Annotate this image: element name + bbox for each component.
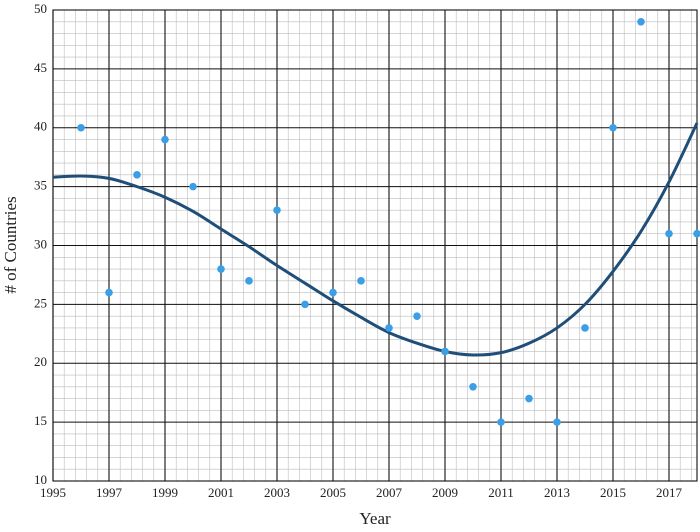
point	[637, 17, 645, 26]
x-tick-label: 2001	[208, 485, 234, 500]
major-grid	[52, 9, 698, 482]
point	[497, 418, 505, 426]
y-axis-title: # of Countries	[1, 196, 20, 293]
x-tick-label: 1995	[40, 485, 66, 500]
point	[385, 324, 393, 332]
point	[273, 206, 281, 214]
plot-frame	[52, 9, 698, 482]
point	[553, 418, 561, 426]
point	[217, 265, 225, 273]
point	[609, 123, 617, 132]
point	[357, 277, 365, 285]
x-tick-label: 2011	[488, 485, 514, 500]
x-axis-title: Year	[359, 509, 391, 528]
y-tick-label: 15	[34, 413, 47, 428]
point	[245, 277, 253, 285]
point	[441, 347, 449, 356]
point	[665, 229, 673, 238]
x-tick-label: 2015	[600, 485, 626, 500]
x-tick-label: 2009	[432, 485, 458, 500]
point	[469, 383, 477, 391]
point	[161, 135, 169, 144]
point	[133, 171, 141, 179]
y-tick-label: 10	[34, 472, 47, 487]
x-tick-label: 2005	[320, 485, 346, 500]
x-tick-label: 2003	[264, 485, 290, 500]
point	[329, 288, 337, 297]
y-tick-label: 45	[34, 60, 47, 75]
y-tick-label: 30	[34, 236, 47, 251]
y-tick-label: 50	[34, 1, 47, 16]
point	[525, 394, 533, 403]
y-tick-label: 40	[34, 119, 47, 134]
x-tick-label: 1999	[152, 485, 178, 500]
x-tick-label: 2017	[656, 485, 683, 500]
point	[77, 123, 85, 132]
y-tick-label: 25	[34, 295, 47, 310]
point	[189, 182, 197, 191]
point	[693, 229, 700, 238]
x-tick-label: 2013	[544, 485, 570, 500]
x-tick-label: 1997	[96, 485, 123, 500]
point	[581, 324, 589, 332]
x-tick-label: 2007	[376, 485, 403, 500]
point	[413, 312, 421, 320]
plot	[52, 17, 700, 426]
point	[301, 300, 309, 309]
y-tick-label: 20	[34, 354, 47, 369]
y-tick-label: 35	[34, 178, 47, 193]
fit-line	[52, 122, 699, 357]
point	[105, 288, 113, 297]
